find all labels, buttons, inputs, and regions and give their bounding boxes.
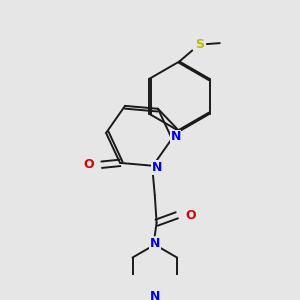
Text: O: O: [185, 209, 196, 222]
Text: N: N: [150, 237, 160, 250]
Text: N: N: [152, 161, 162, 174]
Text: N: N: [150, 290, 160, 300]
Text: O: O: [83, 158, 94, 171]
Text: S: S: [195, 38, 204, 52]
Text: N: N: [170, 130, 181, 143]
